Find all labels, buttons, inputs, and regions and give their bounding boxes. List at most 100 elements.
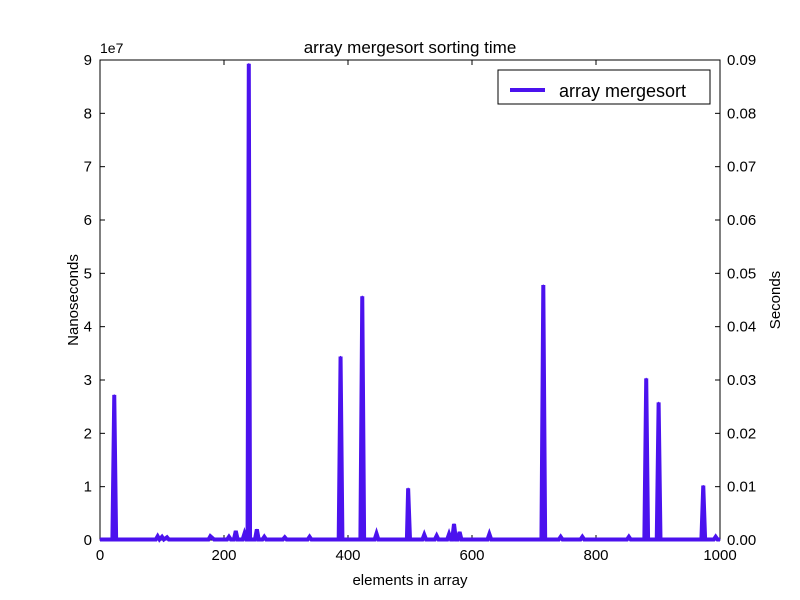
legend: array mergesort: [497, 69, 711, 105]
data-point: [233, 538, 235, 541]
data-point: [213, 538, 215, 541]
data-point: [542, 284, 544, 286]
y2-tick-label: 0.03: [727, 372, 756, 389]
y-tick-label: 2: [84, 425, 92, 442]
data-point: [425, 538, 427, 541]
data-point: [544, 538, 546, 541]
legend-label: array mergesort: [559, 81, 686, 101]
y2-tick-label: 0.07: [727, 159, 756, 176]
data-point: [359, 538, 361, 541]
data-point: [361, 295, 363, 297]
data-point: [628, 536, 630, 538]
data-point: [161, 536, 163, 538]
data-point: [261, 538, 264, 541]
data-point: [158, 538, 161, 541]
x-tick-label: 800: [583, 547, 608, 564]
data-point: [375, 533, 378, 535]
data-point: [436, 535, 438, 537]
y2-tick-label: 0.09: [727, 52, 756, 69]
data-point: [645, 377, 647, 379]
x-tick-label: 1000: [703, 547, 736, 564]
data-point: [459, 531, 461, 533]
legend-box: [497, 69, 711, 105]
data-point: [265, 538, 267, 541]
y2-tick-labels: 0.00 0.01 0.02 0.03 0.04 0.05 0.06 0.07 0.08 0.09: [727, 52, 756, 549]
data-point: [246, 538, 249, 541]
x-tick-label: 600: [459, 547, 484, 564]
data-point: [168, 538, 170, 541]
data-point: [99, 538, 101, 541]
data-point: [488, 533, 490, 535]
data-point: [658, 401, 660, 403]
data-point: [490, 538, 492, 541]
data-point: [230, 538, 232, 541]
data-point: [558, 538, 560, 541]
y-tick-label: 7: [84, 159, 92, 176]
data-point: [630, 538, 632, 541]
y-tick-labels: 0 1 2 3 4 5 6 7 8 9: [84, 52, 92, 549]
data-point: [157, 535, 159, 537]
x-axis-label: elements in array: [352, 572, 468, 589]
x-tick-label: 200: [211, 547, 236, 564]
data-point: [258, 538, 260, 541]
data-point: [423, 534, 425, 536]
data-point: [719, 538, 721, 541]
data-point: [659, 538, 662, 541]
y-tick-label: 1: [84, 479, 92, 496]
y-tick-label: 4: [84, 319, 92, 336]
y2-tick-label: 0.04: [727, 319, 756, 336]
data-point: [486, 538, 489, 541]
x-tick-label: 400: [335, 547, 360, 564]
tick-marks: [99, 59, 721, 541]
data-point: [643, 538, 645, 541]
data-point: [460, 538, 463, 541]
data-point: [235, 530, 237, 532]
data-point: [310, 538, 313, 541]
data-point: [421, 538, 423, 541]
data-point: [249, 538, 251, 541]
data-point: [451, 538, 453, 541]
data-point: [111, 538, 113, 541]
data-point: [581, 536, 583, 538]
data-point: [437, 538, 440, 541]
data-point: [155, 538, 157, 541]
data-point: [166, 536, 168, 538]
data-point: [211, 537, 213, 539]
data-point: [561, 538, 564, 541]
data-point: [434, 538, 436, 541]
y-tick-label: 3: [84, 372, 92, 389]
data-point: [339, 355, 342, 358]
y2-tick-label: 0.02: [727, 425, 756, 442]
data-point: [579, 538, 582, 541]
y2-tick-label: 0.01: [727, 479, 756, 496]
data-point: [254, 538, 256, 541]
data-point: [377, 538, 379, 541]
x-tick-label: 0: [96, 547, 104, 564]
series-line-0: [100, 63, 720, 543]
y-axis-label: Nanoseconds: [65, 254, 82, 346]
data-point: [583, 538, 585, 541]
data-point: [284, 536, 286, 538]
y2-tick-label: 0.06: [727, 212, 756, 229]
data-point: [243, 533, 246, 535]
data-point: [406, 538, 408, 541]
plot-frame: [99, 59, 721, 541]
data-point: [338, 538, 340, 541]
data-point: [207, 538, 210, 541]
data-point: [374, 538, 376, 541]
data-point: [626, 538, 628, 541]
chart-title: array mergesort sorting time: [304, 38, 517, 57]
data-point: [286, 538, 288, 541]
y2-tick-label: 0.08: [727, 105, 756, 122]
y-tick-label: 5: [84, 265, 92, 282]
y2-tick-label: 0.00: [727, 532, 756, 549]
data-point: [647, 538, 649, 541]
x-tick-labels: 0 200 400 600 800 1000: [96, 547, 737, 564]
data-point: [704, 538, 706, 541]
y-tick-label: 9: [84, 52, 92, 69]
data-point: [446, 538, 448, 541]
data-point: [256, 528, 258, 530]
data-point: [560, 536, 562, 538]
data-point: [455, 538, 457, 541]
